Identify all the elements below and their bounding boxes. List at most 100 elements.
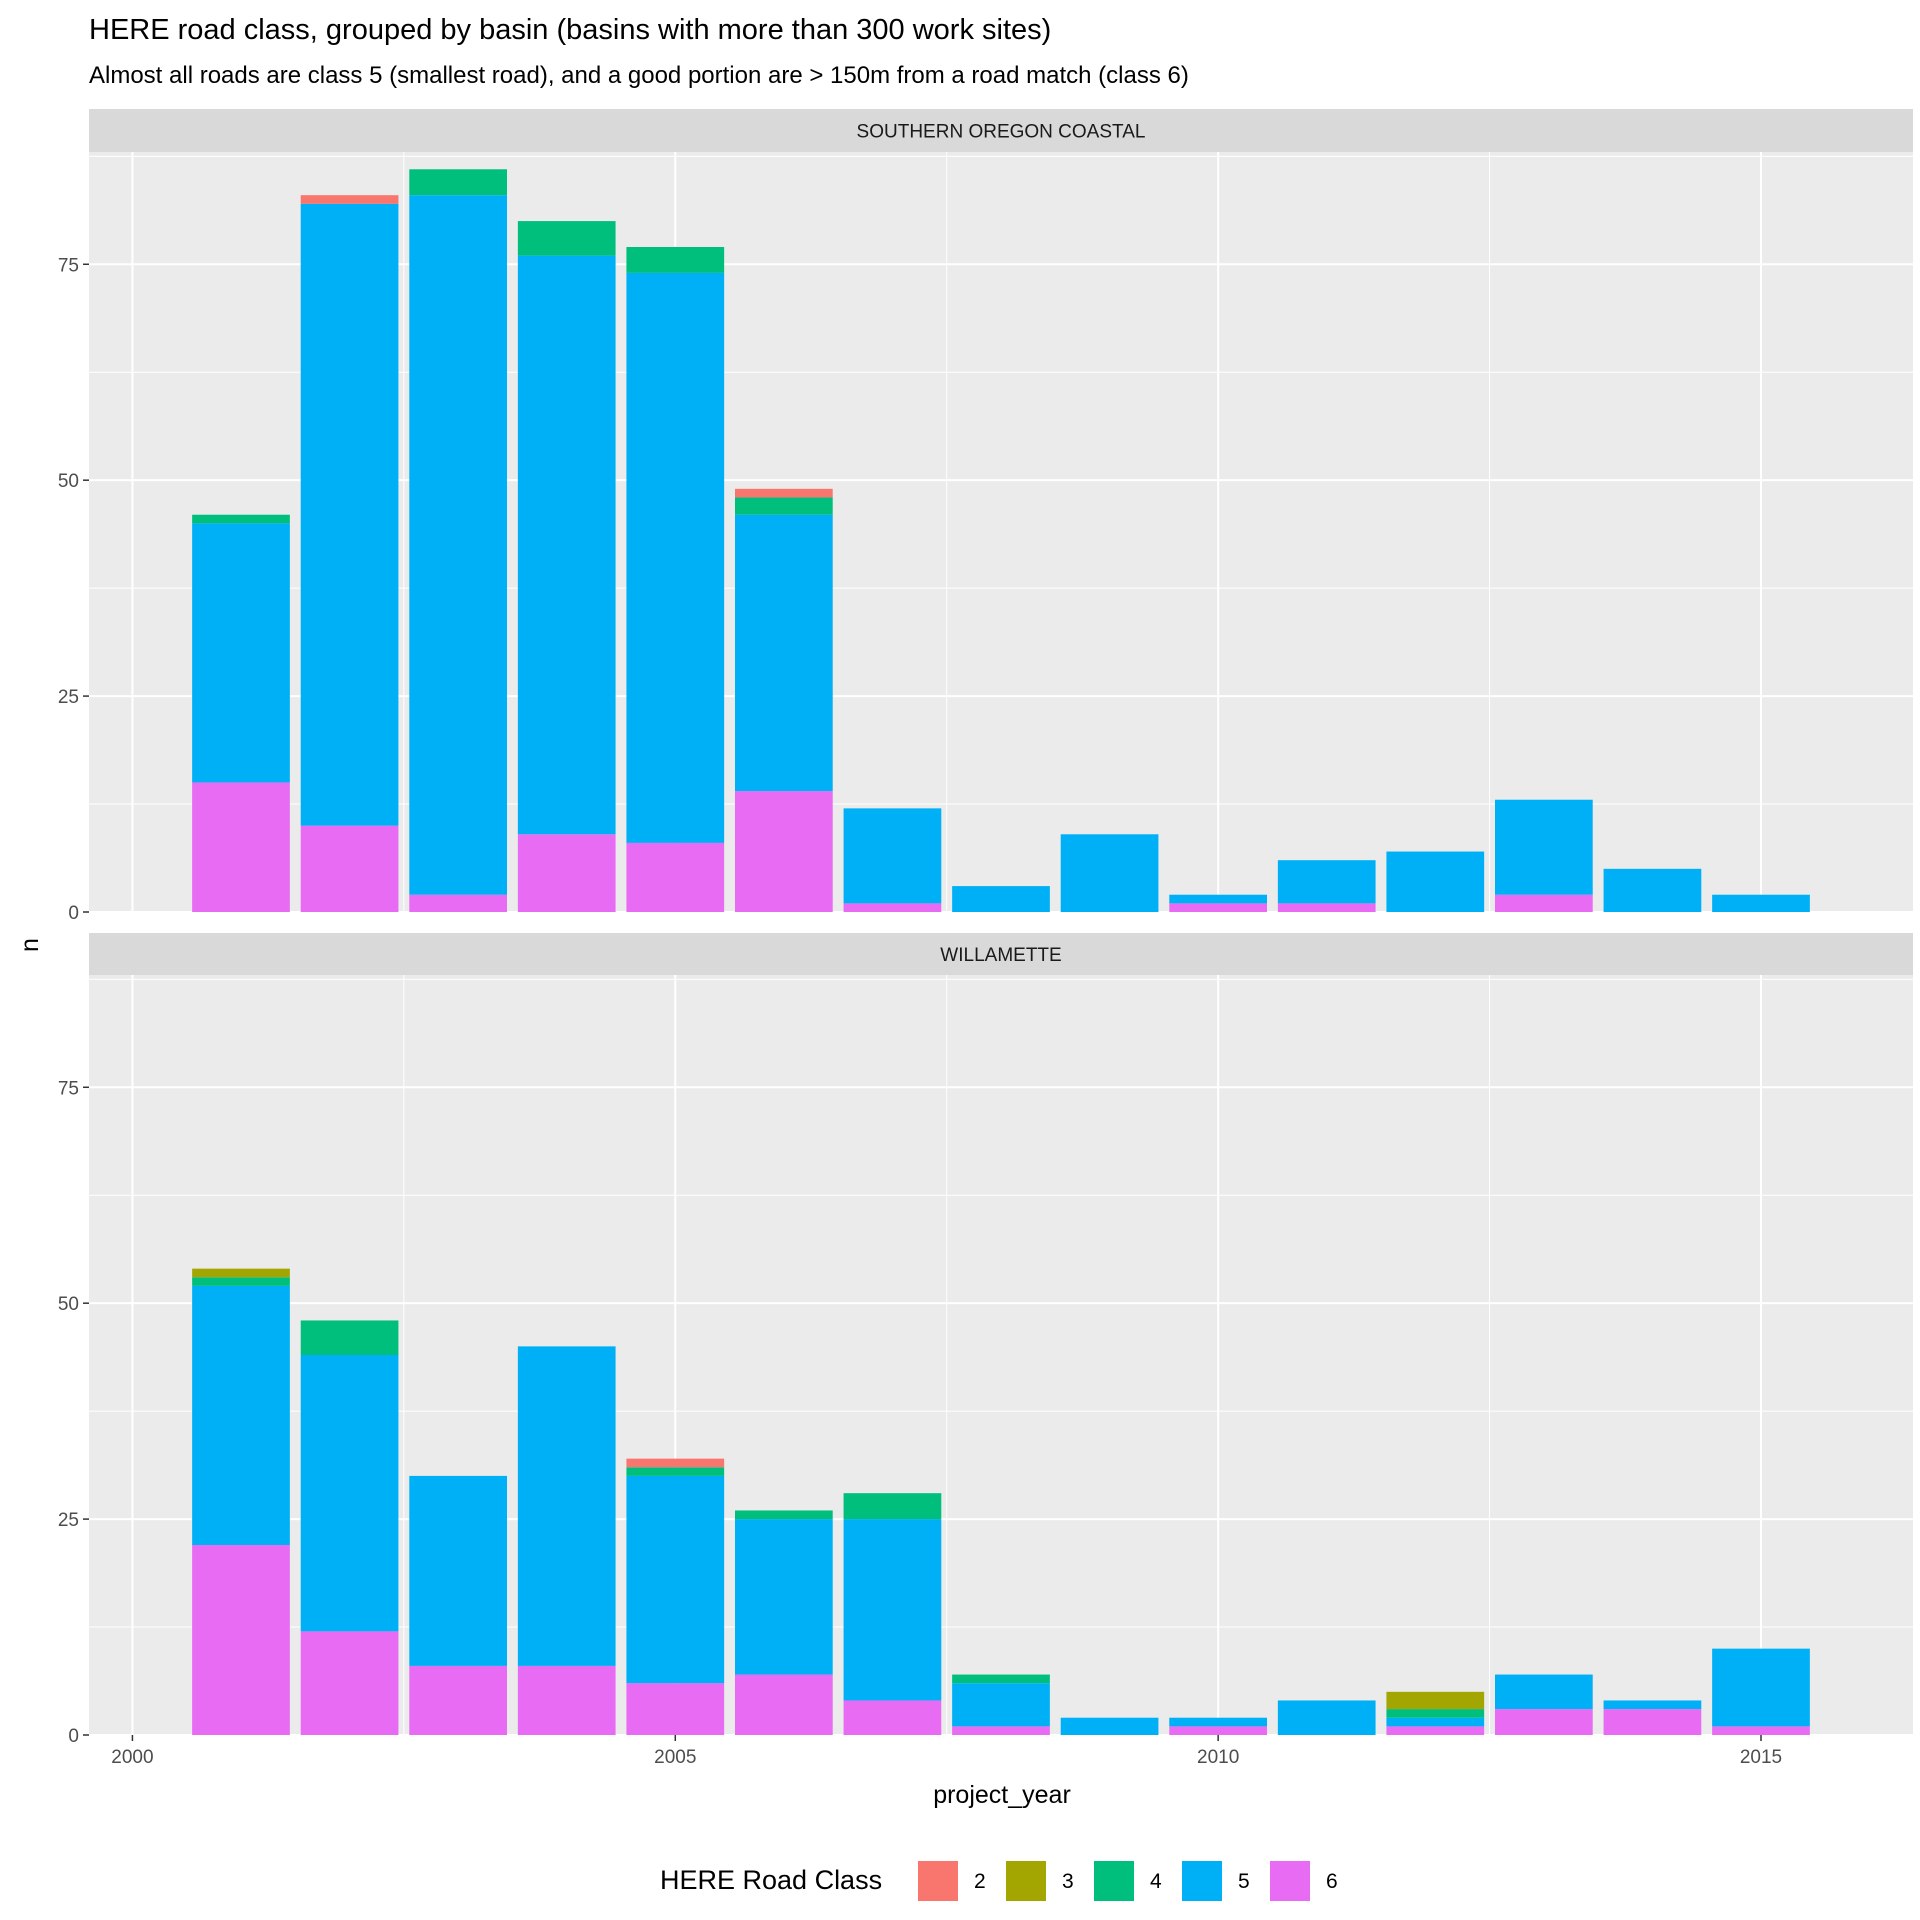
x-tick-label: 2015 — [1740, 1747, 1782, 1768]
bar-segment-class-5 — [1495, 799, 1593, 895]
x-tick-label: 2005 — [654, 1747, 696, 1768]
legend-item-class-6: 6 — [1270, 1861, 1338, 1901]
bar-segment-class-4 — [735, 497, 833, 515]
bar-segment-class-6 — [192, 782, 290, 912]
bar-segment-class-3 — [1386, 1691, 1485, 1710]
legend: HERE Road Class 2 3 4 5 6 — [660, 1861, 1338, 1901]
bar-segment-class-5 — [1386, 1717, 1485, 1727]
bar-segment-class-6 — [626, 842, 725, 912]
bar-segment-class-4 — [952, 1674, 1050, 1684]
bar-segment-class-5 — [735, 514, 833, 792]
bar-segment-class-5 — [192, 523, 290, 783]
x-tick-label: 2000 — [111, 1747, 153, 1768]
legend-label: 5 — [1238, 1870, 1250, 1893]
bar-segment-class-5 — [735, 1519, 833, 1675]
bar-segment-class-4 — [192, 1277, 290, 1286]
bar-segment-class-6 — [735, 791, 833, 912]
bar-segment-class-4 — [735, 1510, 833, 1520]
bar-segment-class-5 — [192, 1285, 290, 1545]
bar-segment-class-6 — [517, 834, 616, 912]
y-tick-label: 75 — [58, 1078, 79, 1099]
bar-segment-class-5 — [1603, 868, 1702, 912]
bar-segment-class-6 — [952, 1726, 1050, 1735]
bar-segment-class-5 — [1277, 860, 1376, 904]
legend-label: 3 — [1062, 1870, 1074, 1893]
bar-segment-class-5 — [626, 1475, 725, 1684]
bar-segment-class-5 — [1169, 894, 1267, 904]
bar-segment-class-5 — [843, 808, 942, 904]
bar-segment-class-2 — [735, 488, 833, 498]
bar-segment-class-5 — [1277, 1700, 1376, 1735]
bar-segment-class-6 — [735, 1674, 833, 1735]
bar-segment-class-6 — [1169, 903, 1267, 912]
legend-label: 6 — [1326, 1870, 1338, 1893]
bar-segment-class-6 — [517, 1665, 616, 1735]
legend-swatch — [918, 1861, 958, 1901]
bar-segment-class-6 — [1386, 1726, 1485, 1735]
facet-panel: WILLAMETTE 0 25 50 75 — [58, 933, 1913, 1747]
bar-segment-class-5 — [1169, 1717, 1267, 1727]
bar-segment-class-6 — [1169, 1726, 1267, 1735]
bar-segment-class-4 — [192, 514, 290, 524]
legend-label: 4 — [1150, 1870, 1162, 1893]
y-tick-label: 50 — [58, 471, 79, 492]
bar-segment-class-6 — [409, 894, 507, 912]
bar-segment-class-6 — [1495, 1709, 1593, 1735]
bar-segment-class-6 — [1277, 903, 1376, 912]
x-axis: 2000 2005 2010 2015 — [111, 1735, 1782, 1768]
legend-swatch — [1182, 1861, 1222, 1901]
legend-item-class-3: 3 — [1006, 1861, 1074, 1901]
bar-segment-class-4 — [300, 1320, 399, 1355]
bar-segment-class-6 — [300, 825, 399, 912]
bar-segment-class-2 — [300, 195, 399, 204]
bar-segment-class-5 — [952, 1683, 1050, 1727]
y-tick-label: 25 — [58, 1510, 79, 1531]
facets: SOUTHERN OREGON COASTAL 0 25 50 75 WILLAMETTE… — [58, 109, 1913, 1747]
y-axis-title: n — [16, 938, 44, 952]
bar-segment-class-5 — [300, 1355, 399, 1632]
y-tick-label: 75 — [58, 255, 79, 276]
chart-subtitle: Almost all roads are class 5 (smallest r… — [89, 62, 1189, 89]
legend-item-class-4: 4 — [1094, 1861, 1162, 1901]
bar-segment-class-3 — [192, 1268, 290, 1278]
bar-segment-class-5 — [1386, 851, 1485, 912]
bar-segment-class-4 — [626, 247, 725, 273]
x-tick-label: 2010 — [1197, 1747, 1239, 1768]
bar-segment-class-5 — [1712, 894, 1810, 912]
bar-segment-class-4 — [517, 221, 616, 256]
legend-title: HERE Road Class — [660, 1865, 882, 1895]
legend-swatch — [1006, 1861, 1046, 1901]
bar-segment-class-6 — [409, 1665, 507, 1735]
y-tick-label: 25 — [58, 687, 79, 708]
legend-item-class-5: 5 — [1182, 1861, 1250, 1901]
bar-segment-class-4 — [626, 1467, 725, 1476]
bar-segment-class-6 — [843, 1700, 942, 1735]
bar-segment-class-4 — [409, 169, 507, 196]
bar-segment-class-4 — [1386, 1709, 1485, 1718]
bar-segment-class-6 — [1495, 894, 1593, 912]
legend-swatch — [1270, 1861, 1310, 1901]
x-axis-title: project_year — [933, 1781, 1071, 1809]
bar-segment-class-5 — [952, 886, 1050, 912]
facet-panel: SOUTHERN OREGON COASTAL 0 25 50 75 — [58, 109, 1913, 924]
facet-strip-label: WILLAMETTE — [940, 945, 1061, 966]
legend-label: 2 — [974, 1870, 986, 1893]
bar-segment-class-6 — [626, 1683, 725, 1735]
bar-segment-class-5 — [300, 203, 399, 826]
y-tick-label: 0 — [68, 903, 79, 924]
bar-segment-class-5 — [409, 1475, 507, 1666]
bar-segment-class-5 — [517, 255, 616, 835]
legend-item-class-2: 2 — [918, 1861, 986, 1901]
bar-segment-class-5 — [1712, 1648, 1810, 1727]
bar-segment-class-5 — [517, 1346, 616, 1666]
bar-segment-class-6 — [300, 1631, 399, 1735]
bar-segment-class-5 — [1495, 1674, 1593, 1710]
bar-segment-class-6 — [1712, 1726, 1810, 1735]
bar-segment-class-5 — [1060, 1717, 1159, 1735]
bar-segment-class-5 — [626, 272, 725, 843]
y-tick-label: 0 — [68, 1726, 79, 1747]
facet-strip-label: SOUTHERN OREGON COASTAL — [857, 122, 1146, 143]
bar-segment-class-5 — [1603, 1700, 1702, 1710]
legend-swatch — [1094, 1861, 1134, 1901]
